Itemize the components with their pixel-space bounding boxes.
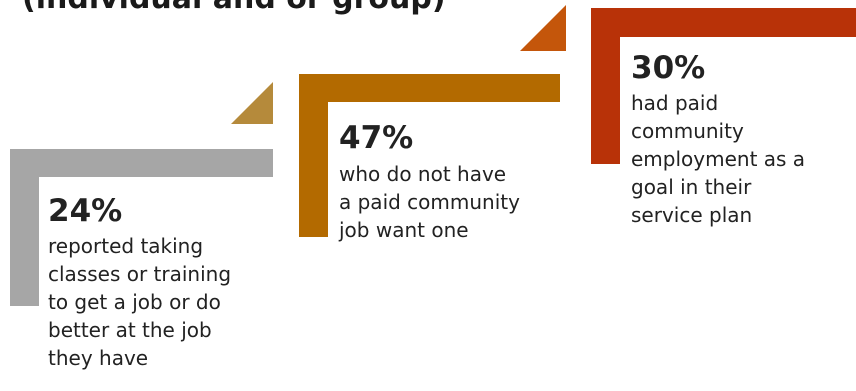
section-title: (individual and or group) xyxy=(22,0,446,19)
step-1-bracket xyxy=(10,149,273,306)
step-3-bracket xyxy=(591,8,856,164)
step-1-description: reported taking classes or training to g… xyxy=(48,234,232,370)
arrow-triangle-1 xyxy=(231,82,273,124)
step-3-description: had paid community employment as a goal … xyxy=(631,91,806,227)
step-2-description: who do not have a paid community job wan… xyxy=(339,162,520,242)
arrow-triangle-2 xyxy=(520,5,566,51)
step-3-percent: 30% xyxy=(631,50,706,86)
step-2-percent: 47% xyxy=(339,120,414,156)
step-1-percent: 24% xyxy=(48,193,123,229)
step-2-bracket xyxy=(299,74,560,237)
